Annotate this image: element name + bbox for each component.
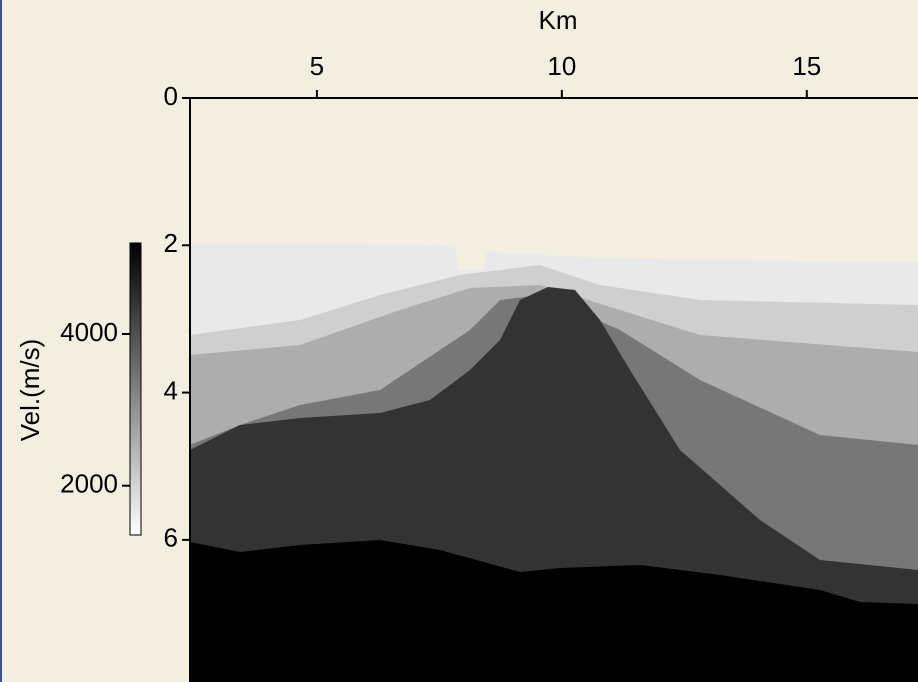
y-tick-label: 4 <box>164 375 178 405</box>
velocity-model <box>190 243 918 682</box>
colorbar-label: Vel.(m/s) <box>15 339 45 442</box>
y-tick-label: 2 <box>164 228 178 258</box>
y-tick-label: 0 <box>164 81 178 111</box>
x-tick-label: 5 <box>310 51 324 81</box>
chart: Km Vel.(m/s) 5 10 15 0 2 4 6 2000 4000 <box>0 0 918 682</box>
colorbar-tick-label: 2000 <box>60 469 118 499</box>
page: Km Vel.(m/s) 51015024620004000 (() => { … <box>0 0 918 682</box>
y-tick-label: 6 <box>164 523 178 553</box>
x-axis-label: Km <box>539 5 578 35</box>
x-tick-label: 15 <box>792 51 821 81</box>
colorbar <box>130 243 141 535</box>
x-tick-label: 10 <box>547 51 576 81</box>
colorbar-tick-label: 4000 <box>60 317 118 347</box>
